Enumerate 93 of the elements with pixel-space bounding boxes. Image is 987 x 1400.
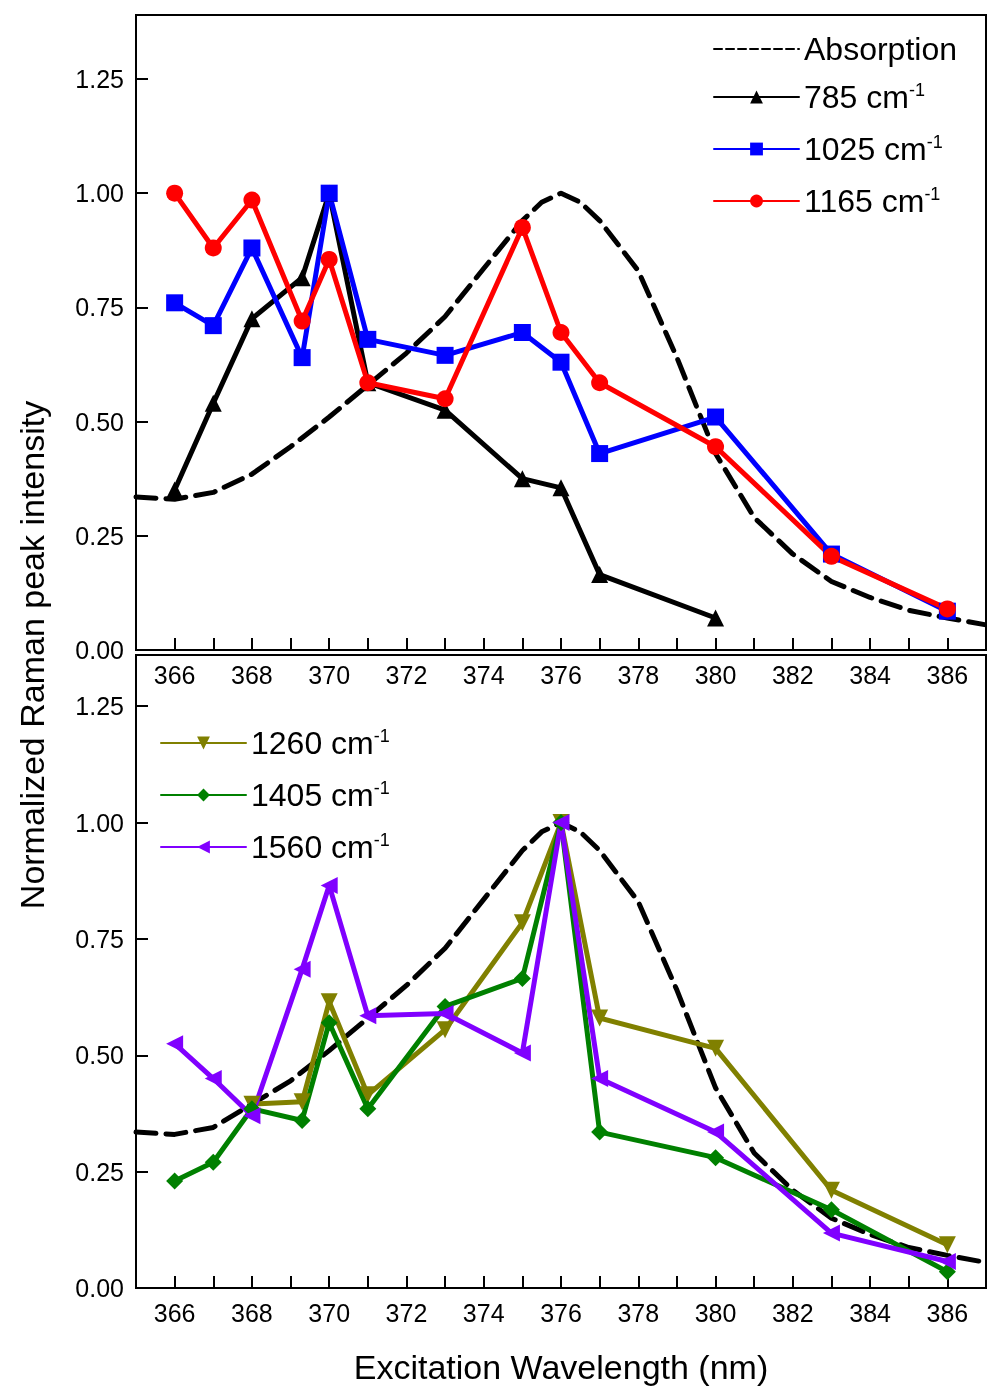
point <box>707 438 725 456</box>
point <box>591 374 609 392</box>
point <box>359 1100 377 1118</box>
x-tick-label: 368 <box>231 1298 273 1327</box>
point <box>436 390 454 408</box>
point <box>243 310 261 328</box>
point <box>166 184 184 202</box>
point <box>436 1021 454 1039</box>
x-tick-label: 370 <box>308 660 351 689</box>
point <box>707 408 725 426</box>
point <box>707 1123 725 1141</box>
point <box>320 993 338 1011</box>
point <box>166 1172 184 1190</box>
x-tick-label: 366 <box>153 1298 196 1327</box>
x-tick-label: 384 <box>849 660 892 689</box>
x-tick-label: 378 <box>617 660 660 689</box>
x-tick-label: 374 <box>462 660 505 689</box>
point <box>243 239 261 257</box>
y-tick-label: 1.25 <box>75 64 124 93</box>
point <box>591 1009 609 1027</box>
point <box>166 481 184 499</box>
point <box>513 218 531 236</box>
point <box>513 914 531 932</box>
point <box>293 349 311 367</box>
point <box>204 239 222 257</box>
point <box>591 445 609 463</box>
point <box>204 394 222 412</box>
point <box>320 876 338 894</box>
x-axis-title: Excitation Wavelength (nm) <box>353 1348 769 1386</box>
y-tick-label: 0.75 <box>75 293 124 322</box>
x-tick-label: 380 <box>694 660 737 689</box>
x-tick-label: 370 <box>308 1298 351 1327</box>
point <box>707 609 725 627</box>
point <box>320 1014 338 1032</box>
x-tick-label: 386 <box>926 1298 969 1327</box>
x-tick-label: 372 <box>385 660 428 689</box>
x-tick-label: 374 <box>462 1298 505 1327</box>
x-tick-label: 382 <box>771 660 814 689</box>
point <box>320 250 338 268</box>
point <box>707 1149 725 1167</box>
point <box>166 294 184 312</box>
point <box>552 324 570 341</box>
point <box>938 1263 956 1281</box>
y-tick-label: 1.00 <box>75 179 124 208</box>
point <box>293 960 311 978</box>
point <box>359 330 377 348</box>
x-tick-label: 376 <box>540 660 582 689</box>
y-tick-label: 0.75 <box>75 924 124 953</box>
x-tick-label: 376 <box>540 1298 582 1327</box>
y-axis-title: Normalized Raman peak intensity <box>12 400 52 910</box>
y-tick-label: 0.25 <box>75 521 124 550</box>
point <box>938 1252 956 1270</box>
x-tick-label: 384 <box>849 1298 892 1327</box>
point <box>513 969 531 987</box>
point <box>822 1181 840 1199</box>
y-tick-label: 0.50 <box>75 1041 124 1070</box>
point <box>822 1224 840 1242</box>
x-tick-label: 382 <box>771 1298 814 1327</box>
y-tick-label: 1.00 <box>75 808 124 837</box>
point <box>591 1123 609 1141</box>
point <box>436 346 454 364</box>
x-tick-label: 366 <box>153 660 196 689</box>
point <box>822 1201 840 1219</box>
point <box>359 1007 377 1025</box>
point <box>293 269 311 287</box>
point <box>204 1153 222 1171</box>
y-tick-label: 0.00 <box>75 636 124 664</box>
x-tick-label: 372 <box>385 1298 428 1327</box>
point <box>293 1111 311 1129</box>
point <box>552 479 570 497</box>
point <box>591 566 609 584</box>
y-tick-label: 0.50 <box>75 407 124 436</box>
point <box>513 1044 531 1062</box>
point <box>707 1039 725 1057</box>
point <box>552 353 570 371</box>
y-tick-label: 0.25 <box>75 1157 124 1186</box>
point <box>243 191 261 209</box>
point <box>204 317 222 335</box>
x-tick-label: 386 <box>926 660 969 689</box>
point <box>938 1236 956 1254</box>
x-tick-label: 378 <box>617 1298 660 1327</box>
point <box>513 324 531 341</box>
legend-label: Absorption <box>804 31 957 67</box>
point <box>293 312 311 330</box>
point <box>243 1107 261 1125</box>
point <box>591 1070 609 1088</box>
y-tick-label: 1.25 <box>75 692 124 721</box>
point <box>293 1093 311 1111</box>
x-tick-label: 368 <box>231 660 273 689</box>
x-tick-label: 380 <box>694 1298 737 1327</box>
point <box>359 1086 377 1104</box>
point <box>513 470 531 488</box>
y-tick-label: 0.00 <box>75 1274 124 1302</box>
